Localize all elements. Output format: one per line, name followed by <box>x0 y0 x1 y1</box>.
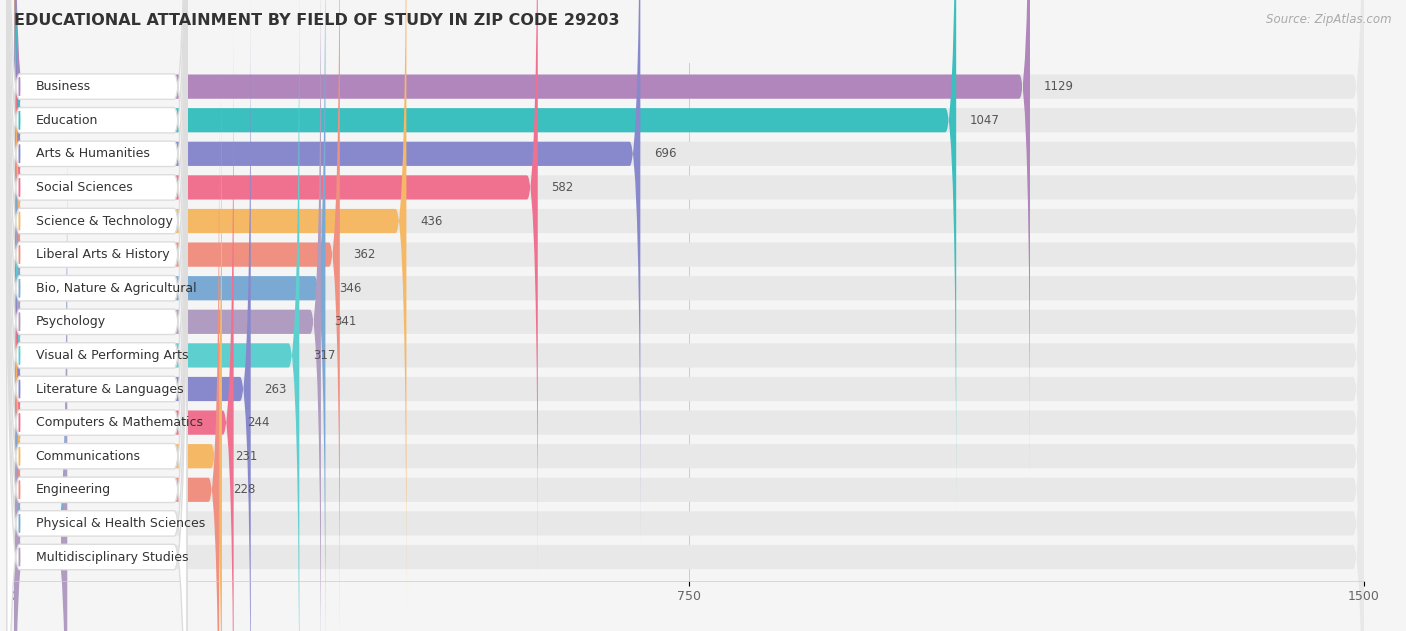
Text: 317: 317 <box>312 349 335 362</box>
Text: Engineering: Engineering <box>35 483 111 497</box>
Text: 362: 362 <box>353 248 375 261</box>
FancyBboxPatch shape <box>7 0 187 631</box>
Text: 346: 346 <box>339 281 361 295</box>
FancyBboxPatch shape <box>14 0 250 631</box>
FancyBboxPatch shape <box>7 0 187 545</box>
Text: Arts & Humanities: Arts & Humanities <box>35 147 149 160</box>
FancyBboxPatch shape <box>14 0 1364 545</box>
Text: Physical & Health Sciences: Physical & Health Sciences <box>35 517 205 530</box>
FancyBboxPatch shape <box>14 32 233 631</box>
FancyBboxPatch shape <box>14 0 1364 511</box>
Text: 1129: 1129 <box>1043 80 1073 93</box>
FancyBboxPatch shape <box>7 0 187 631</box>
Text: Psychology: Psychology <box>35 316 105 328</box>
FancyBboxPatch shape <box>14 0 640 545</box>
Text: Source: ZipAtlas.com: Source: ZipAtlas.com <box>1267 13 1392 26</box>
Text: 228: 228 <box>233 483 254 497</box>
Text: 341: 341 <box>335 316 357 328</box>
FancyBboxPatch shape <box>14 98 1364 631</box>
Text: 263: 263 <box>264 382 287 396</box>
FancyBboxPatch shape <box>14 0 1364 579</box>
FancyBboxPatch shape <box>14 0 325 631</box>
Text: 582: 582 <box>551 181 574 194</box>
FancyBboxPatch shape <box>7 32 187 631</box>
FancyBboxPatch shape <box>14 0 1364 631</box>
FancyBboxPatch shape <box>7 0 187 578</box>
FancyBboxPatch shape <box>14 0 1364 631</box>
Text: Social Sciences: Social Sciences <box>35 181 132 194</box>
Text: Liberal Arts & History: Liberal Arts & History <box>35 248 169 261</box>
FancyBboxPatch shape <box>14 0 1031 478</box>
FancyBboxPatch shape <box>14 166 67 631</box>
FancyBboxPatch shape <box>14 0 406 612</box>
FancyBboxPatch shape <box>14 0 1364 478</box>
Text: Literature & Languages: Literature & Languages <box>35 382 183 396</box>
FancyBboxPatch shape <box>7 0 187 631</box>
FancyBboxPatch shape <box>7 0 187 631</box>
Text: Bio, Nature & Agricultural: Bio, Nature & Agricultural <box>35 281 197 295</box>
Text: 436: 436 <box>420 215 443 228</box>
Text: Computers & Mathematics: Computers & Mathematics <box>35 416 202 429</box>
FancyBboxPatch shape <box>14 0 956 511</box>
Text: Science & Technology: Science & Technology <box>35 215 173 228</box>
FancyBboxPatch shape <box>7 0 187 631</box>
Text: 231: 231 <box>235 450 257 463</box>
FancyBboxPatch shape <box>14 32 1364 631</box>
FancyBboxPatch shape <box>7 0 187 611</box>
FancyBboxPatch shape <box>14 0 537 579</box>
Text: EDUCATIONAL ATTAINMENT BY FIELD OF STUDY IN ZIP CODE 29203: EDUCATIONAL ATTAINMENT BY FIELD OF STUDY… <box>14 13 620 28</box>
FancyBboxPatch shape <box>14 0 1364 612</box>
FancyBboxPatch shape <box>14 0 340 631</box>
Text: Visual & Performing Arts: Visual & Performing Arts <box>35 349 188 362</box>
FancyBboxPatch shape <box>7 0 187 631</box>
Text: Education: Education <box>35 114 98 127</box>
FancyBboxPatch shape <box>14 65 222 631</box>
Text: 59: 59 <box>80 517 96 530</box>
FancyBboxPatch shape <box>14 65 1364 631</box>
FancyBboxPatch shape <box>7 0 187 631</box>
FancyBboxPatch shape <box>14 133 1364 631</box>
FancyBboxPatch shape <box>14 0 1364 631</box>
FancyBboxPatch shape <box>14 0 1364 631</box>
FancyBboxPatch shape <box>14 133 67 631</box>
Text: 1047: 1047 <box>970 114 1000 127</box>
Text: 696: 696 <box>654 147 676 160</box>
FancyBboxPatch shape <box>14 98 219 631</box>
FancyBboxPatch shape <box>7 99 187 631</box>
FancyBboxPatch shape <box>7 0 187 631</box>
FancyBboxPatch shape <box>14 0 321 631</box>
Text: 244: 244 <box>247 416 270 429</box>
FancyBboxPatch shape <box>14 166 1364 631</box>
Text: Business: Business <box>35 80 91 93</box>
Text: Multidisciplinary Studies: Multidisciplinary Studies <box>35 550 188 563</box>
Text: 59: 59 <box>80 550 96 563</box>
FancyBboxPatch shape <box>7 66 187 631</box>
Text: Communications: Communications <box>35 450 141 463</box>
FancyBboxPatch shape <box>7 0 187 631</box>
FancyBboxPatch shape <box>14 0 1364 631</box>
FancyBboxPatch shape <box>14 0 299 631</box>
